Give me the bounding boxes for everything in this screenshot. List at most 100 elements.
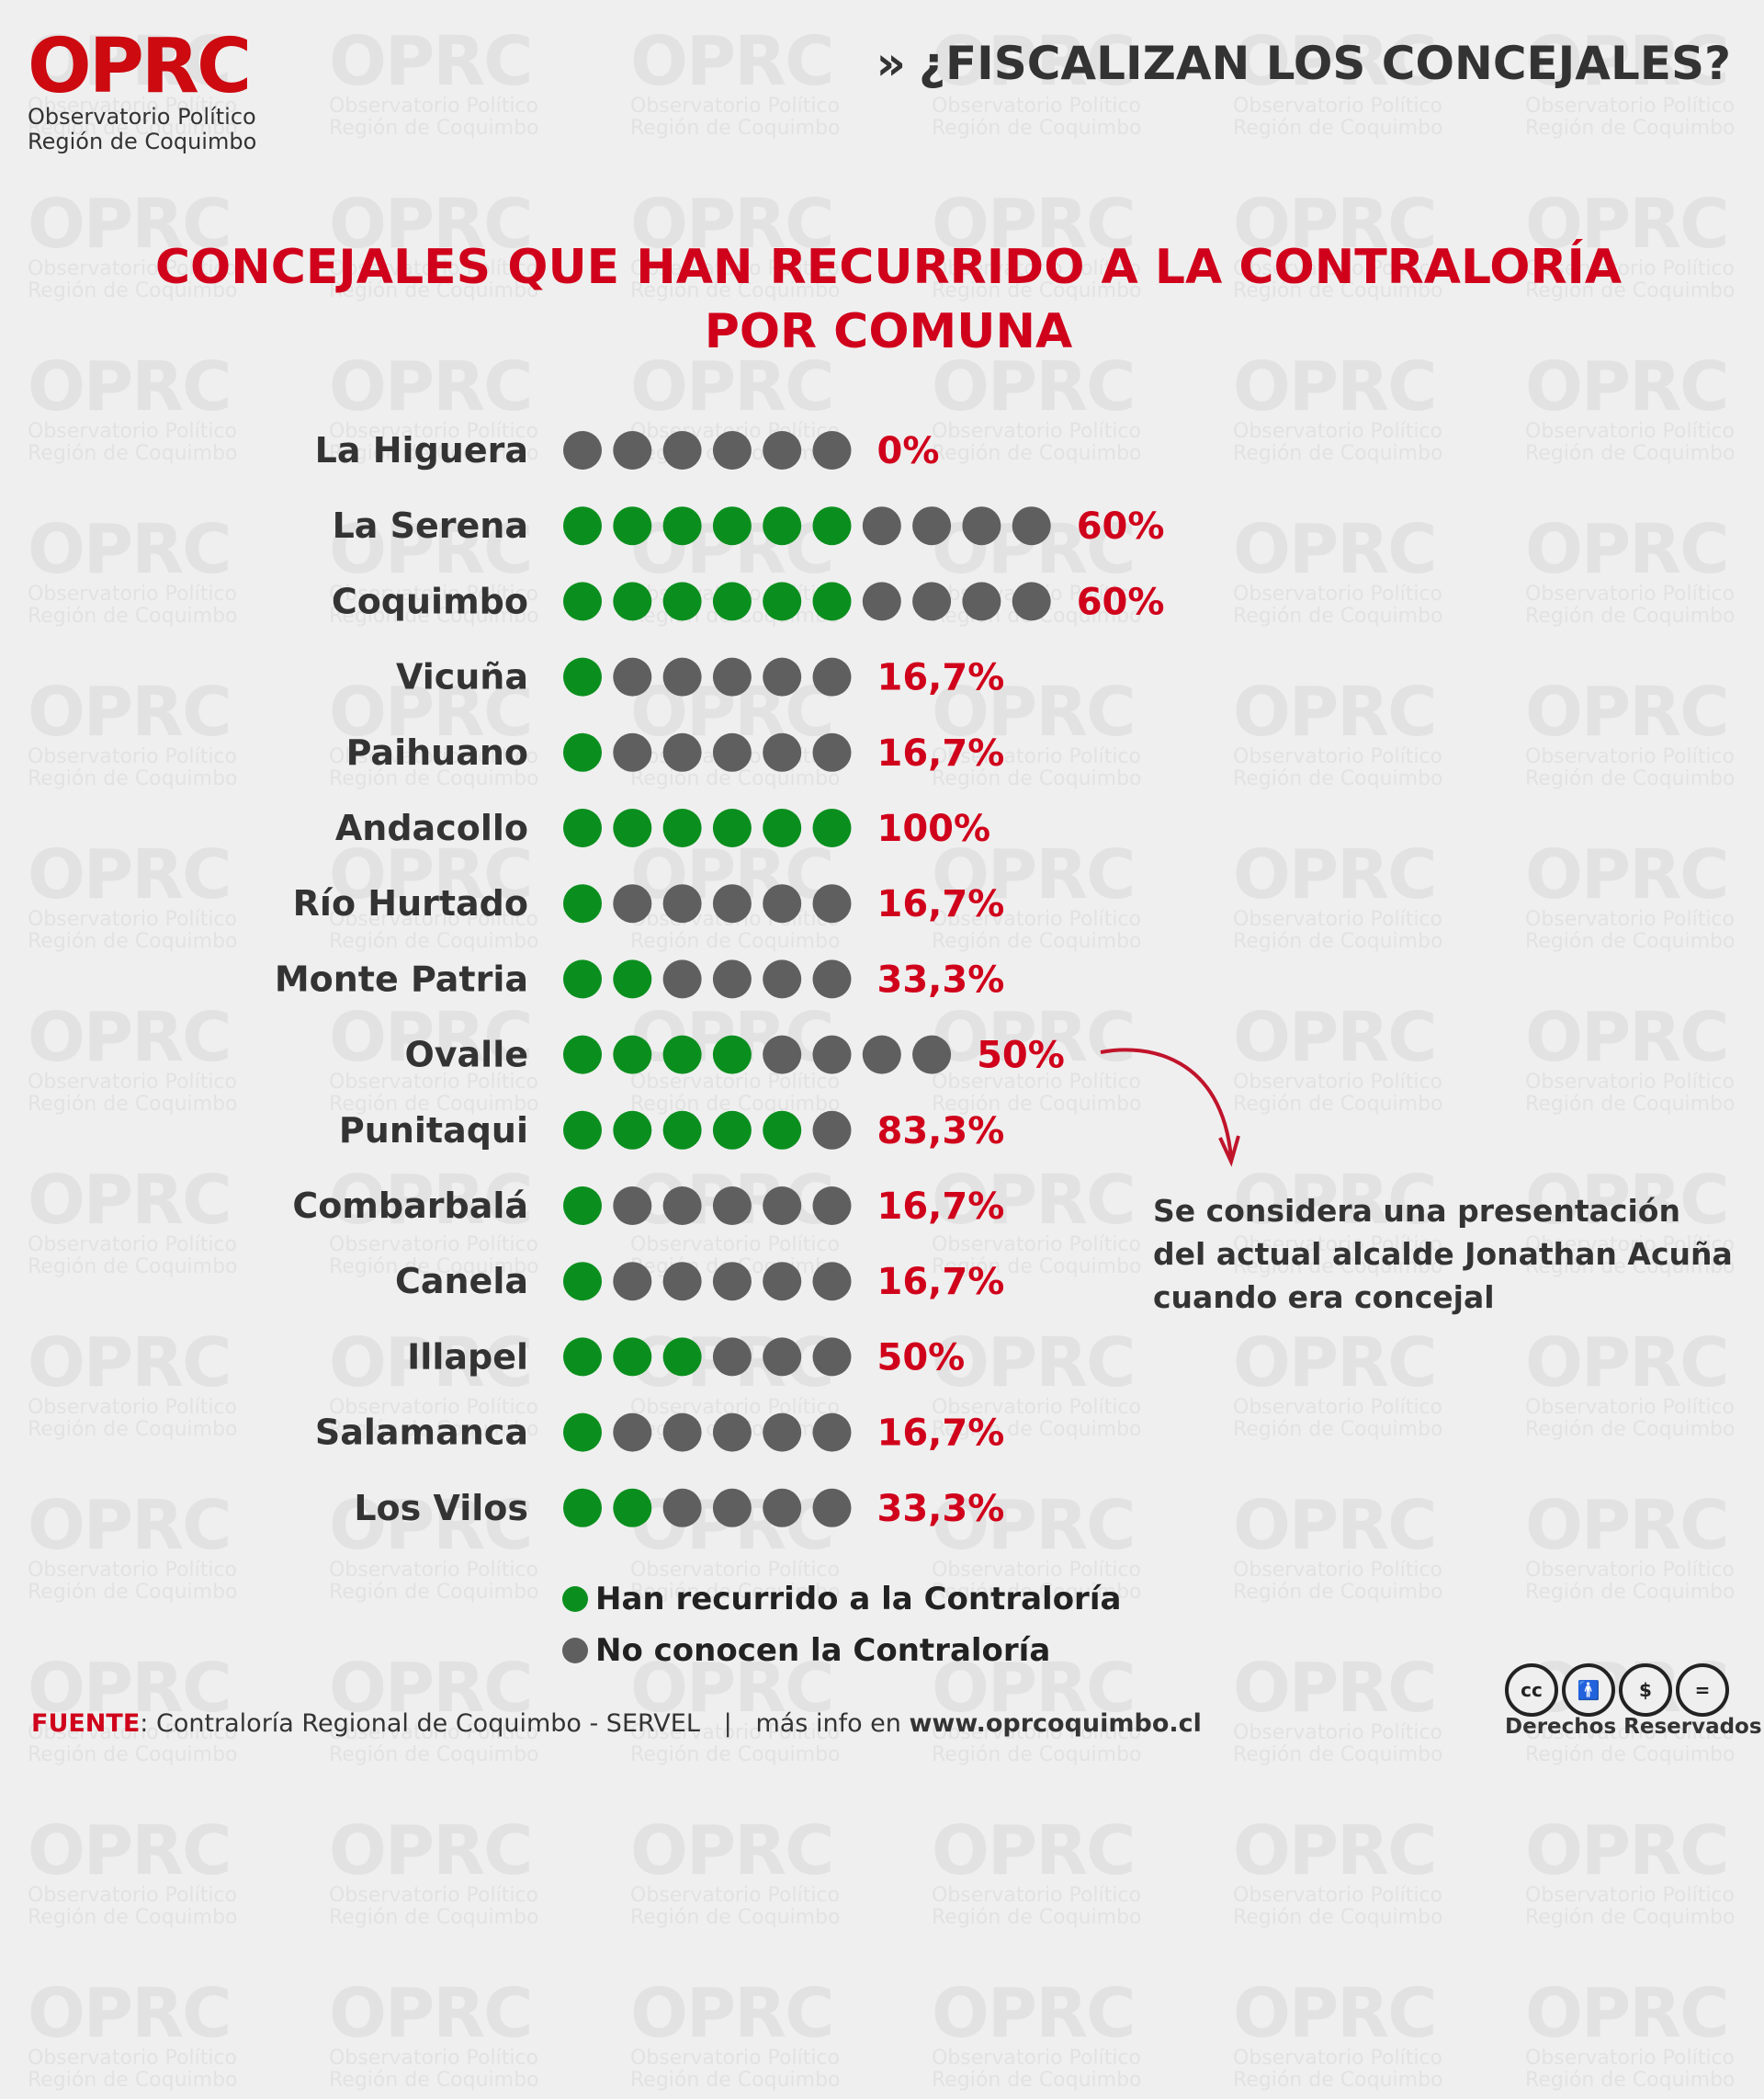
dot-recurred	[662, 506, 702, 546]
chart-legend: Han recurrido a la Contraloría No conoce…	[562, 1573, 1121, 1676]
dot-recurred	[712, 582, 752, 621]
dot-not-recurred	[613, 431, 652, 470]
dot-matrix-chart: La Higuera 0% La Serena 60% Coquimbo 60% Vicuñ…	[275, 430, 1165, 1530]
chart-title: CONCEJALES QUE HAN RECURRIDO A LA CONTRA…	[0, 235, 1764, 364]
dot-not-recurred	[712, 884, 752, 924]
chart-title-line2: POR COMUNA	[704, 304, 1073, 359]
dot-not-recurred	[812, 431, 852, 470]
chart-row: Los Vilos 33,3%	[354, 1488, 1004, 1530]
comuna-label: Canela	[395, 1261, 528, 1301]
percent-label: 50%	[977, 1035, 1065, 1077]
chart-row: Río Hurtado 16,7%	[293, 883, 1005, 925]
chart-row: Combarbalá 16,7%	[292, 1186, 1004, 1228]
dot-not-recurred	[763, 732, 802, 772]
dot-not-recurred	[712, 1488, 752, 1527]
percent-label: 0%	[877, 430, 940, 472]
comuna-label: Los Vilos	[354, 1488, 528, 1528]
dot-not-recurred	[662, 1488, 702, 1527]
dot-recurred	[662, 1110, 702, 1150]
logo-mark: OPRC	[28, 23, 252, 110]
chart-row: Coquimbo 60%	[332, 581, 1165, 623]
dot-not-recurred	[712, 1186, 752, 1225]
dot-recurred	[712, 809, 752, 847]
legend-item-recurred: Han recurrido a la Contraloría	[562, 1573, 1121, 1625]
dot-not-recurred	[563, 431, 602, 470]
dot-not-recurred	[712, 1413, 752, 1452]
dot-recurred	[662, 809, 702, 847]
percent-label: 16,7%	[877, 883, 1005, 925]
percent-label: 16,7%	[877, 1186, 1005, 1228]
dot-not-recurred	[763, 1413, 802, 1452]
dot-recurred	[613, 959, 652, 999]
dot-recurred	[613, 1488, 652, 1527]
chart-row: Paihuano 16,7%	[346, 732, 1005, 775]
page-title-text: ¿FISCALIZAN LOS CONCEJALES?	[918, 37, 1731, 90]
dot-not-recurred	[662, 657, 702, 697]
website-link[interactable]: www.oprcoquimbo.cl	[909, 1709, 1202, 1738]
legend-item-not-recurred: No conocen la Contraloría	[562, 1625, 1121, 1676]
comuna-label: Coquimbo	[332, 581, 528, 621]
dot-not-recurred	[662, 1413, 702, 1452]
dot-not-recurred	[763, 1186, 802, 1225]
dot-not-recurred	[662, 959, 702, 999]
dot-not-recurred	[613, 1186, 652, 1225]
dot-recurred	[563, 1035, 602, 1074]
comuna-label: La Higuera	[315, 430, 528, 471]
dot-not-recurred	[712, 1262, 752, 1301]
dot-not-recurred	[1012, 506, 1051, 546]
dot-recurred	[563, 657, 602, 697]
page-title: » ¿FISCALIZAN LOS CONCEJALES?	[876, 37, 1731, 90]
dot-not-recurred	[812, 959, 852, 999]
chart-row: Vicuña 16,7%	[396, 657, 1004, 699]
source-label: FUENTE	[31, 1709, 141, 1738]
dot-not-recurred	[812, 1413, 852, 1452]
dot-recurred	[563, 1262, 602, 1301]
dot-not-recurred	[812, 1488, 852, 1527]
dot-recurred	[563, 1186, 602, 1225]
brand-logo: OPRC Observatorio Político Región de Coq…	[28, 29, 256, 154]
dot-not-recurred	[812, 1262, 852, 1301]
dot-recurred	[712, 506, 752, 546]
percent-label: 60%	[1077, 581, 1165, 623]
comuna-label: Andacollo	[335, 808, 528, 848]
ovalle-annotation: Se considera una presentación del actual…	[1153, 1193, 1733, 1315]
dot-recurred	[563, 959, 602, 999]
dot-not-recurred	[812, 1110, 852, 1150]
dot-recurred	[812, 809, 852, 847]
dot-recurred	[662, 1337, 702, 1377]
percent-label: 83,3%	[877, 1110, 1005, 1152]
dot-not-recurred	[613, 884, 652, 924]
dot-not-recurred	[613, 1413, 652, 1452]
percent-label: 60%	[1077, 505, 1165, 548]
dot-not-recurred	[613, 657, 652, 697]
dot-not-recurred	[662, 1186, 702, 1225]
legend-green-dot	[562, 1586, 588, 1612]
cc-icon: cc	[1505, 1663, 1558, 1717]
chart-row: La Serena 60%	[333, 505, 1165, 548]
dot-not-recurred	[763, 884, 802, 924]
percent-label: 33,3%	[877, 959, 1005, 1001]
comuna-label: Salamanca	[315, 1413, 528, 1453]
comuna-label: Combarbalá	[292, 1186, 528, 1226]
dot-not-recurred	[763, 431, 802, 470]
rights-text: Derechos Reservados	[1505, 1715, 1762, 1739]
dot-recurred	[613, 809, 652, 847]
percent-label: 16,7%	[877, 1413, 1005, 1455]
dot-recurred	[563, 1110, 602, 1150]
comuna-label: Illapel	[407, 1336, 528, 1377]
comuna-label: Monte Patria	[275, 959, 528, 999]
dot-not-recurred	[763, 959, 802, 999]
dot-recurred	[662, 582, 702, 621]
dot-not-recurred	[662, 431, 702, 470]
chart-row: Ovalle 50%	[404, 1035, 1064, 1077]
chart-row: Illapel 50%	[407, 1336, 965, 1379]
dot-not-recurred	[862, 582, 901, 621]
